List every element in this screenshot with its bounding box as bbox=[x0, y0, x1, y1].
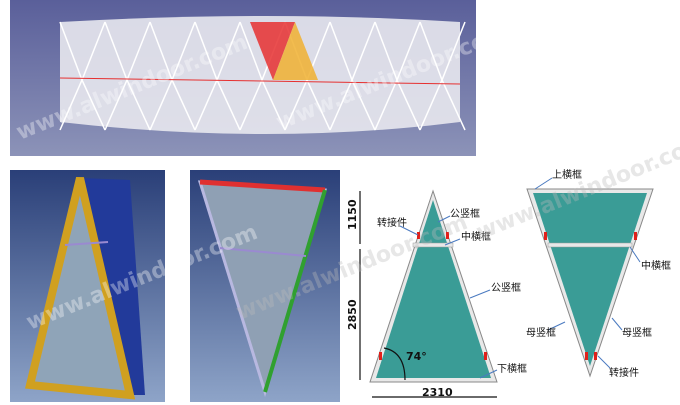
label-female-mullion-left: 母竖框 bbox=[526, 326, 556, 339]
highlight-yellow-triangle bbox=[273, 22, 318, 80]
label-adapter-right: 转接件 bbox=[609, 366, 639, 379]
label-top-transom: 上横框 bbox=[552, 168, 582, 181]
dim-bottom: 2850 bbox=[346, 299, 359, 330]
dim-top: 1150 bbox=[346, 199, 359, 230]
cylinder-midline bbox=[59, 77, 461, 85]
upright-triangle-render bbox=[10, 170, 165, 402]
label-middle-transom: 中横框 bbox=[461, 230, 491, 243]
label-middle-transom-right: 中横框 bbox=[641, 259, 671, 272]
label-male-mullion: 公竖框 bbox=[491, 281, 521, 294]
upright-triangle-diagram: 1150 2850 2310 74° 转接件 公竖框 中横框 公竖框 下横框 bbox=[346, 189, 527, 399]
highlight-red-triangle bbox=[250, 22, 295, 80]
label-bottom-transom: 下横框 bbox=[497, 362, 527, 375]
label-male-mullion-top: 公竖框 bbox=[450, 207, 480, 220]
inverted-triangle-diagram: 上横框 中横框 母竖框 母竖框 转接件 bbox=[526, 168, 671, 379]
dim-base: 2310 bbox=[422, 386, 453, 399]
inverted-triangle-render bbox=[190, 170, 340, 402]
label-adapter: 转接件 bbox=[377, 216, 407, 229]
label-female-mullion-right: 母竖框 bbox=[622, 326, 652, 339]
cylinder-render-panel bbox=[10, 0, 476, 156]
angle-label: 74° bbox=[406, 350, 427, 363]
